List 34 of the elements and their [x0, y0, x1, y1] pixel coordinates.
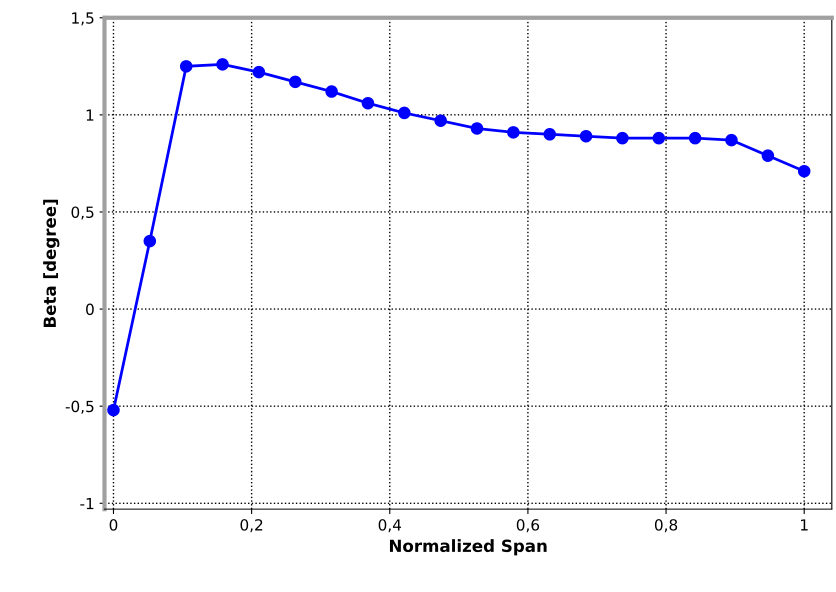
point [580, 130, 592, 142]
point [725, 134, 738, 146]
point [616, 132, 629, 144]
x-tick-label: 0,8 [654, 519, 678, 532]
point [289, 76, 302, 88]
y-axis-title: Beta [degree] [43, 200, 60, 328]
y-tick-label: -0,5 [66, 400, 94, 414]
point [180, 60, 192, 73]
y-tick-label: 0,5 [71, 206, 94, 220]
x-axis-title: Normalized Span [390, 539, 547, 556]
point [507, 126, 520, 139]
y-tick-label: 0 [86, 304, 94, 316]
point [543, 128, 556, 141]
point [798, 164, 810, 178]
x-tick-label: 0,2 [240, 519, 262, 532]
y-tick-label: 1,5 [72, 12, 94, 26]
point [398, 106, 411, 120]
point [107, 404, 120, 416]
point [216, 58, 229, 71]
point [762, 149, 774, 162]
point [362, 96, 374, 110]
x-tick-label: 0,4 [378, 519, 402, 532]
point [252, 66, 266, 78]
point [652, 132, 666, 144]
x-tick-label: 0,6 [516, 519, 540, 532]
point [325, 85, 338, 98]
point [144, 234, 156, 248]
point [688, 132, 702, 144]
point [434, 114, 447, 127]
x-tick-label: 1 [801, 519, 808, 530]
x-tick-label: 0 [110, 519, 118, 531]
point [470, 122, 484, 135]
y-tick-label: 1 [86, 110, 94, 121]
y-tick-label: -1 [80, 498, 94, 510]
